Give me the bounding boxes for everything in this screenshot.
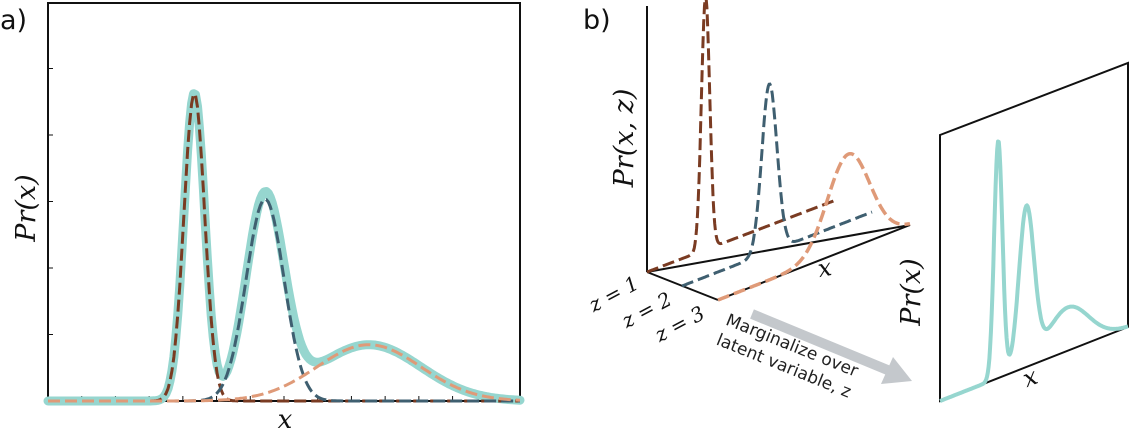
component-2-curve [48,197,520,403]
panel-a-ticks [48,68,487,401]
joint-distribution-3d [646,0,911,302]
joint-component-3-curve [717,151,911,302]
panel-a-x-label: x [278,405,293,431]
joint-y-label: Pr(x, z) [609,89,640,189]
mixture-curve [43,89,525,406]
joint-x-label: x [816,253,835,283]
marginal-curve [938,139,1130,403]
panel-a-label: a) [0,5,27,36]
marginal-plane-frame [939,61,1129,403]
joint-component-1-curve [646,0,837,274]
joint-x-axis [646,224,911,273]
marginalize-arrow [750,309,912,384]
component-3-curve [48,343,521,403]
panel-a-y-label: Pr(x) [11,174,42,242]
marginal-plane [938,61,1130,403]
marginal-x-label: x [1019,362,1042,393]
arrow-shaft [750,309,892,376]
joint-component-2-curve [681,82,873,288]
panel-b-label: b) [583,5,611,36]
panel-a-plot [43,2,525,406]
marginal-y-label: Pr(x) [896,258,927,326]
panel-a-frame [47,2,521,402]
arrow-head [881,357,912,384]
